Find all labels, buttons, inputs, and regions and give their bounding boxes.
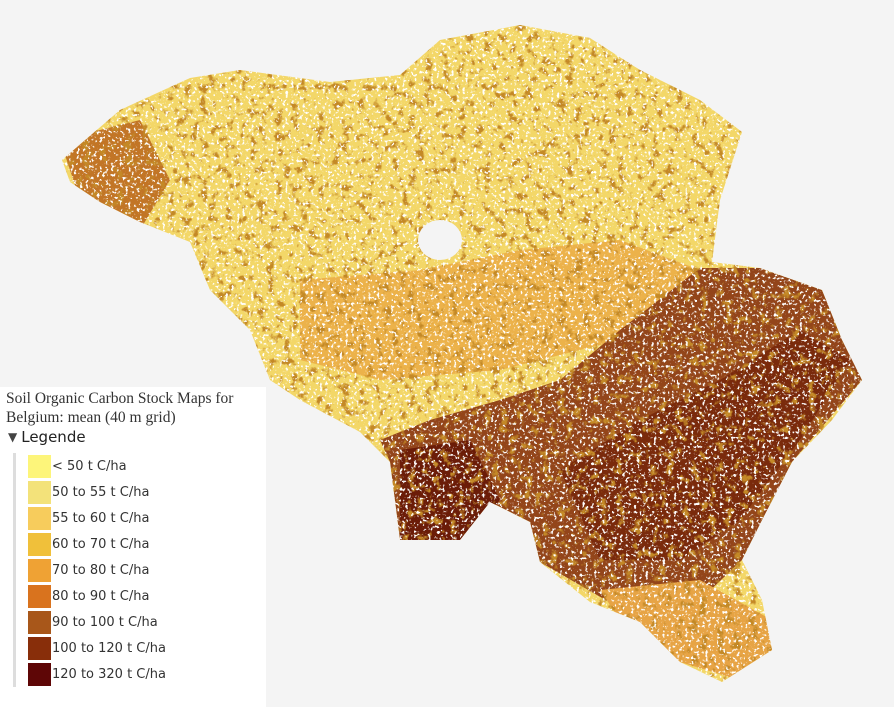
map-title: Soil Organic Carbon Stock Maps for Belgi… [6, 390, 234, 426]
legend-swatch [28, 662, 51, 686]
legend-item: 120 to 320 t C/ha [28, 661, 166, 687]
legend-label: 120 to 320 t C/ha [52, 666, 166, 682]
legend-label: < 50 t C/ha [52, 458, 127, 474]
legend-swatch [28, 506, 51, 530]
legend-item: 50 to 55 t C/ha [28, 479, 166, 505]
legend-swatch [28, 584, 51, 608]
legend-swatch [28, 636, 51, 660]
legend-panel: Soil Organic Carbon Stock Maps for Belgi… [0, 387, 266, 707]
legend-item: < 50 t C/ha [28, 453, 166, 479]
legend-swatch [28, 454, 51, 478]
legend-label: 50 to 55 t C/ha [52, 484, 150, 500]
legend-label: 90 to 100 t C/ha [52, 614, 158, 630]
legend-item: 60 to 70 t C/ha [28, 531, 166, 557]
legend-toggle[interactable]: ▼ Legende [0, 427, 266, 446]
legend-item: 70 to 80 t C/ha [28, 557, 166, 583]
triangle-down-icon: ▼ [8, 430, 18, 444]
legend-swatch [28, 480, 51, 504]
legend-swatch [28, 558, 51, 582]
legend-label: 80 to 90 t C/ha [52, 588, 150, 604]
legend-swatch [28, 610, 51, 634]
legend-swatch [28, 532, 51, 556]
legend-item: 55 to 60 t C/ha [28, 505, 166, 531]
legend-toggle-label: Legende [21, 428, 86, 446]
legend-items: < 50 t C/ha 50 to 55 t C/ha 55 to 60 t C… [13, 453, 166, 687]
legend-label: 55 to 60 t C/ha [52, 510, 150, 526]
legend-label: 70 to 80 t C/ha [52, 562, 150, 578]
legend-item: 100 to 120 t C/ha [28, 635, 166, 661]
legend-label: 60 to 70 t C/ha [52, 536, 150, 552]
legend-item: 80 to 90 t C/ha [28, 583, 166, 609]
legend-label: 100 to 120 t C/ha [52, 640, 166, 656]
legend-item: 90 to 100 t C/ha [28, 609, 166, 635]
